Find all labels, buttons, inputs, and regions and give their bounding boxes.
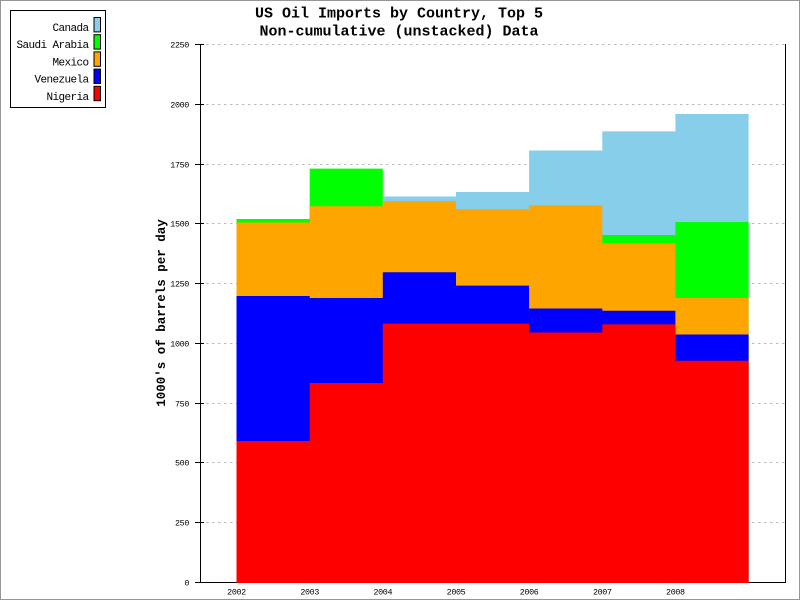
svg-text:1000: 1000 bbox=[170, 340, 189, 350]
svg-text:1750: 1750 bbox=[170, 161, 189, 171]
svg-text:2008: 2008 bbox=[666, 587, 685, 597]
svg-text:Saudi Arabia: Saudi Arabia bbox=[16, 40, 89, 52]
svg-text:2002: 2002 bbox=[227, 587, 246, 597]
svg-text:2250: 2250 bbox=[170, 41, 189, 51]
svg-text:0: 0 bbox=[184, 579, 189, 589]
svg-text:2003: 2003 bbox=[300, 587, 319, 597]
svg-text:2005: 2005 bbox=[447, 587, 466, 597]
svg-text:Nigeria: Nigeria bbox=[46, 92, 89, 104]
svg-text:2004: 2004 bbox=[373, 587, 392, 597]
svg-text:Canada: Canada bbox=[52, 23, 89, 35]
svg-text:1250: 1250 bbox=[170, 280, 189, 290]
svg-text:250: 250 bbox=[175, 519, 189, 529]
svg-text:1000's of barrels per day: 1000's of barrels per day bbox=[155, 219, 169, 407]
svg-text:2007: 2007 bbox=[593, 587, 612, 597]
svg-text:500: 500 bbox=[175, 459, 189, 469]
svg-text:2000: 2000 bbox=[170, 101, 189, 111]
svg-text:1500: 1500 bbox=[170, 220, 189, 230]
svg-text:2006: 2006 bbox=[520, 587, 539, 597]
svg-text:Mexico: Mexico bbox=[52, 57, 88, 69]
svg-text:Venezuela: Venezuela bbox=[34, 75, 89, 87]
svg-text:US Oil Imports by Country, Top: US Oil Imports by Country, Top 5 bbox=[255, 6, 543, 23]
svg-text:Non-cumulative (unstacked) Dat: Non-cumulative (unstacked) Data bbox=[259, 24, 538, 41]
svg-text:750: 750 bbox=[175, 400, 189, 410]
